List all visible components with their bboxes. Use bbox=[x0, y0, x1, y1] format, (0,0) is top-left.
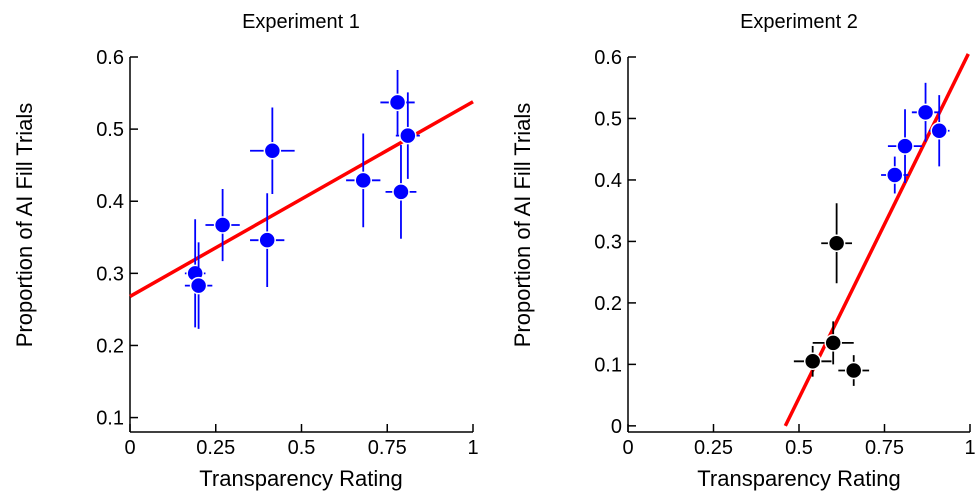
chart-experiment-2: Experiment 2 Transparency Rating Proport… bbox=[510, 11, 976, 491]
data-point bbox=[392, 183, 410, 201]
y-axis-label: Proportion of AI Fill Trials bbox=[12, 103, 37, 348]
x-axis-label: Transparency Rating bbox=[697, 466, 900, 491]
x-tick-label: 0.25 bbox=[196, 437, 235, 459]
y-tick-label: 0.3 bbox=[96, 263, 124, 285]
data-point bbox=[896, 137, 914, 155]
data-point bbox=[399, 126, 417, 145]
y-tick-label: 0.6 bbox=[96, 47, 124, 69]
x-tick-label: 0 bbox=[622, 437, 633, 459]
y-axis-label: Proportion of AI Fill Trials bbox=[510, 103, 535, 348]
data-point bbox=[886, 166, 904, 184]
x-axis-label: Transparency Rating bbox=[199, 466, 402, 491]
x-tick-label: 0.75 bbox=[865, 437, 904, 459]
y-tick-label: 0.4 bbox=[594, 170, 622, 192]
y-tick-label: 0.1 bbox=[96, 408, 124, 430]
data-point bbox=[189, 276, 208, 295]
x-tick-label: 0.25 bbox=[694, 437, 733, 459]
x-tick-label: 0.5 bbox=[785, 437, 813, 459]
y-tick-label: 0.2 bbox=[594, 293, 622, 315]
data-point bbox=[354, 171, 372, 190]
data-point bbox=[258, 231, 276, 249]
data-point bbox=[827, 234, 846, 253]
y-tick-label: 0.5 bbox=[96, 119, 124, 141]
data-point bbox=[824, 334, 842, 352]
y-tick-label: 0.6 bbox=[594, 47, 622, 69]
chart-experiment-1: Experiment 1 Transparency Rating Proport… bbox=[12, 11, 479, 491]
data-point bbox=[844, 361, 863, 380]
chart-title: Experiment 1 bbox=[242, 11, 360, 33]
x-tick-label: 1 bbox=[467, 437, 478, 459]
data-point bbox=[213, 216, 232, 234]
x-tick-label: 0.75 bbox=[368, 437, 407, 459]
data-point bbox=[916, 103, 935, 122]
x-tick-label: 0 bbox=[124, 437, 135, 459]
y-tick-label: 0 bbox=[611, 416, 622, 438]
data-point bbox=[930, 122, 948, 140]
y-tick-label: 0.1 bbox=[594, 354, 622, 376]
y-tick-label: 0.5 bbox=[594, 108, 622, 130]
x-tick-label: 1 bbox=[964, 437, 975, 459]
fit-line bbox=[129, 100, 474, 298]
y-tick-label: 0.3 bbox=[594, 231, 622, 253]
y-tick-label: 0.2 bbox=[96, 335, 124, 357]
x-tick-label: 0.5 bbox=[288, 437, 316, 459]
y-tick-label: 0.4 bbox=[96, 191, 124, 213]
data-point bbox=[388, 93, 407, 112]
data-point bbox=[803, 352, 822, 371]
chart-title: Experiment 2 bbox=[740, 11, 858, 33]
data-point bbox=[263, 142, 282, 160]
